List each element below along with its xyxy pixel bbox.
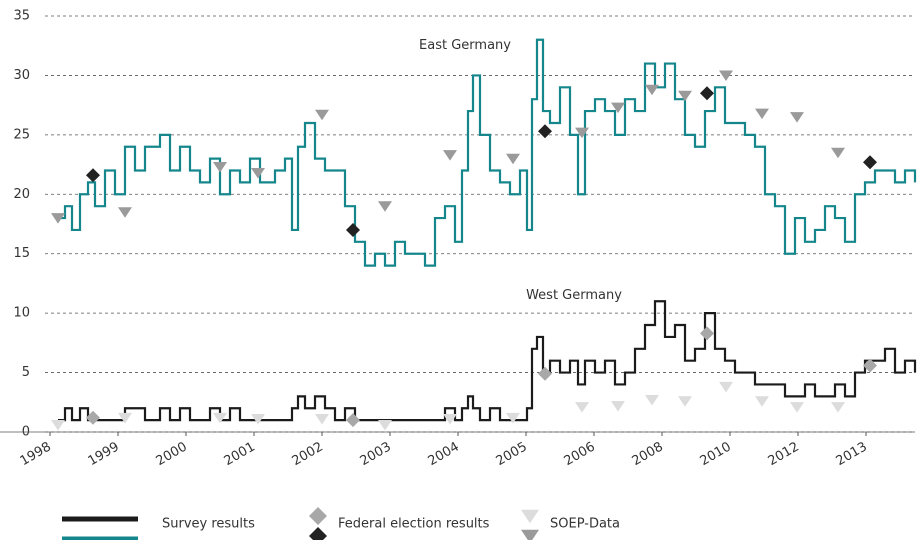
y-tick-label: 30 xyxy=(13,68,30,83)
triangle-marker xyxy=(506,153,520,165)
triangle-marker xyxy=(611,400,625,412)
y-tick-label: 5 xyxy=(22,365,30,380)
triangle-marker xyxy=(443,414,457,425)
x-tick-label: 1998 xyxy=(18,440,54,470)
triangle-marker xyxy=(51,419,65,431)
triangle-marker xyxy=(831,147,845,159)
x-tick-label: 2008 xyxy=(630,440,666,470)
x-tick-label: 2006 xyxy=(562,440,598,470)
triangle-marker xyxy=(575,127,589,139)
x-tick-label: 2001 xyxy=(222,440,258,470)
triangle-marker xyxy=(51,213,65,224)
legend-triangle xyxy=(521,509,539,524)
x-tick-label: 2004 xyxy=(426,440,462,470)
x-tick-label: 1999 xyxy=(86,440,122,470)
triangle-marker xyxy=(755,396,769,407)
triangle-marker xyxy=(251,414,265,425)
triangle-marker xyxy=(443,150,457,161)
diamond-marker xyxy=(538,366,552,381)
x-tick-label: 2002 xyxy=(290,440,326,470)
triangle-marker xyxy=(719,70,733,82)
triangle-marker xyxy=(719,381,733,393)
series-line xyxy=(58,300,917,422)
triangle-marker xyxy=(678,396,692,407)
y-tick-label: 25 xyxy=(13,127,30,142)
y-tick-label: 20 xyxy=(13,187,30,202)
triangle-marker xyxy=(251,167,265,179)
annotation: West Germany xyxy=(526,288,622,303)
annotation: East Germany xyxy=(419,38,511,53)
triangle-marker xyxy=(790,402,804,413)
triangle-marker xyxy=(645,395,659,406)
legend-label: SOEP-Data xyxy=(550,517,620,532)
x-tick-label: 2003 xyxy=(358,440,394,470)
triangle-marker xyxy=(213,412,227,424)
diamond-marker xyxy=(538,124,552,139)
diamond-marker xyxy=(863,155,877,170)
legend-triangle xyxy=(521,529,539,540)
y-tick-label: 35 xyxy=(13,9,30,24)
y-tick-label: 15 xyxy=(13,246,30,261)
diamond-marker xyxy=(863,358,877,373)
triangle-marker xyxy=(575,402,589,413)
triangle-marker xyxy=(790,112,804,123)
triangle-marker xyxy=(378,201,392,212)
x-tick-label: 2012 xyxy=(766,440,802,470)
triangle-marker xyxy=(831,402,845,413)
triangle-marker xyxy=(213,162,227,173)
triangle-marker xyxy=(378,419,392,431)
diamond-marker xyxy=(700,86,714,101)
x-tick-label: 2000 xyxy=(154,440,190,470)
diamond-marker xyxy=(86,410,100,425)
diamond-marker xyxy=(346,222,360,237)
diamond-marker xyxy=(86,168,100,183)
legend-label: Federal election results xyxy=(338,517,490,532)
diamond-marker xyxy=(700,326,714,341)
triangle-marker xyxy=(315,414,329,425)
x-tick-label: 2005 xyxy=(494,440,530,470)
x-tick-label: 2013 xyxy=(834,440,870,470)
triangle-marker xyxy=(118,207,132,218)
triangle-marker xyxy=(506,412,520,424)
triangle-marker xyxy=(645,84,659,96)
x-tick-label: 2010 xyxy=(698,440,734,470)
series-line xyxy=(58,38,917,267)
triangle-marker xyxy=(315,109,329,121)
triangle-marker xyxy=(611,102,625,114)
legend-diamond xyxy=(309,507,327,525)
legend-label: Survey results xyxy=(162,517,255,532)
diamond-marker xyxy=(346,413,360,428)
triangle-marker xyxy=(118,412,132,424)
triangle-marker xyxy=(678,90,692,102)
y-tick-label: 10 xyxy=(13,306,30,321)
legend-diamond xyxy=(309,527,327,540)
triangle-marker xyxy=(755,108,769,120)
